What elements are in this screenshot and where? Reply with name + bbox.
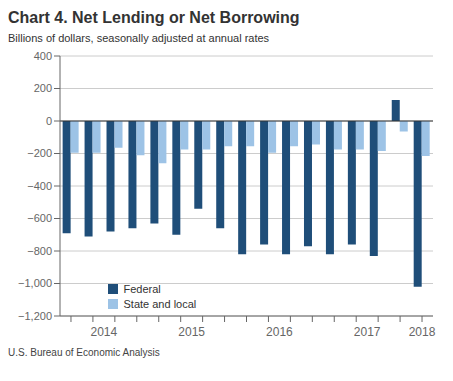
svg-text:−200: −200 [27, 147, 52, 159]
svg-text:−800: −800 [27, 245, 52, 257]
svg-text:−1,200: −1,200 [18, 310, 52, 322]
svg-text:−600: −600 [27, 212, 52, 224]
svg-text:400: 400 [34, 50, 52, 62]
svg-text:2016: 2016 [266, 325, 293, 339]
svg-text:2018: 2018 [409, 325, 436, 339]
html-text:U.S. Bureau of Economic Analys: U.S. Bureau of Economic Analysis [8, 347, 160, 358]
html-text:State and local: State and local [123, 298, 197, 310]
svg-text:−400: −400 [27, 180, 52, 192]
svg-text:200: 200 [34, 82, 52, 94]
svg-text:2015: 2015 [178, 325, 205, 339]
html-text:Billions of dollars, seasonall: Billions of dollars, seasonally adjusted… [8, 32, 270, 44]
html-text:Chart 4. Net Lending or Net Bo: Chart 4. Net Lending or Net Borrowing [8, 9, 300, 26]
svg-text:2017: 2017 [354, 325, 381, 339]
svg-text:−1,000: −1,000 [18, 277, 52, 289]
svg-text:2014: 2014 [91, 325, 118, 339]
svg-text:0: 0 [46, 115, 52, 127]
html-text:Federal: Federal [123, 283, 161, 295]
